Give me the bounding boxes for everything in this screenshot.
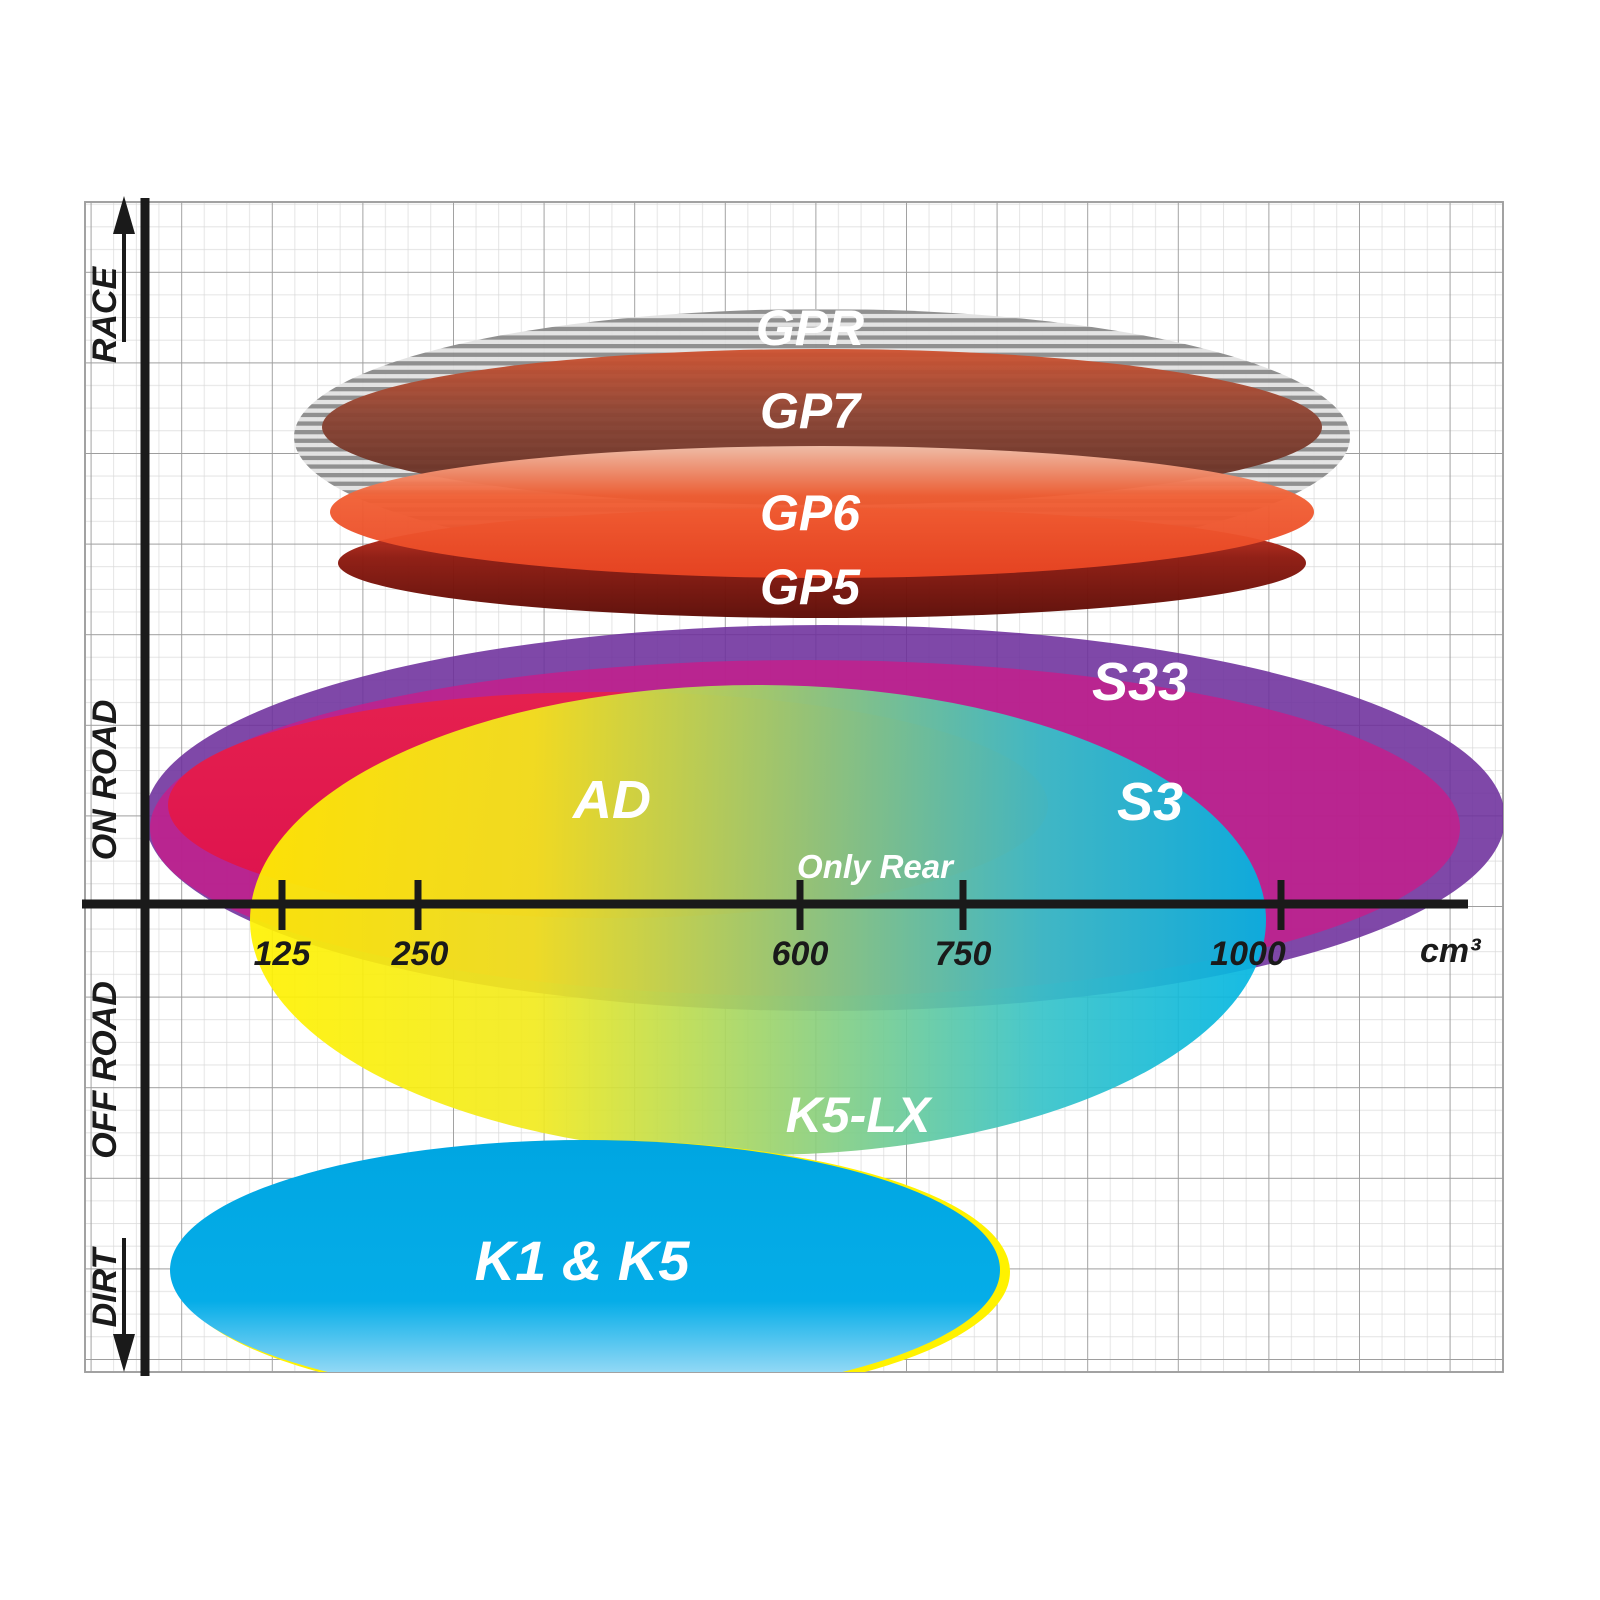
y-label-race: RACE [86,266,124,364]
y-label-off-road: OFF ROAD [86,981,124,1159]
region-k1k5[interactable] [170,1140,1000,1400]
x-tick-label-1000: 1000 [1210,935,1286,973]
arrow-up-icon [113,196,135,342]
region-shapes [145,309,1503,1400]
x-tick-labels: 125 250 600 750 1000 cm³ [254,932,1483,973]
label-gpr: GPR [756,300,864,356]
arrow-down-icon [113,1238,135,1372]
label-k5lx: K5-LX [786,1087,933,1143]
x-tick-label-600: 600 [772,935,829,973]
axis-lines [82,196,1468,1376]
x-axis-unit-label: cm³ [1420,932,1482,970]
region-gp6[interactable] [330,446,1314,578]
y-label-dirt: DIRT [86,1245,124,1327]
annotation-only-rear: Only Rear [797,848,955,885]
label-gp5: GP5 [760,559,861,615]
label-s33: S33 [1092,652,1188,712]
label-ad: AD [571,770,651,830]
label-k1k5: K1 & K5 [475,1229,691,1292]
y-label-on-road: ON ROAD [86,700,124,861]
region-labels: GPR GP7 GP6 GP5 S33 S3 AD K5-LX K1 & K5 [475,300,1188,1292]
label-s3: S3 [1117,772,1183,832]
x-tick-label-250: 250 [391,935,449,973]
region-k5lx[interactable] [250,685,1266,1155]
x-tick-label-125: 125 [254,935,312,973]
annotations: Only Rear [797,848,955,885]
x-tick-label-750: 750 [935,935,992,973]
label-gp6: GP6 [760,485,861,541]
label-gp7: GP7 [760,383,862,439]
y-axis-category-labels: RACE ON ROAD OFF ROAD DIRT [86,266,124,1328]
